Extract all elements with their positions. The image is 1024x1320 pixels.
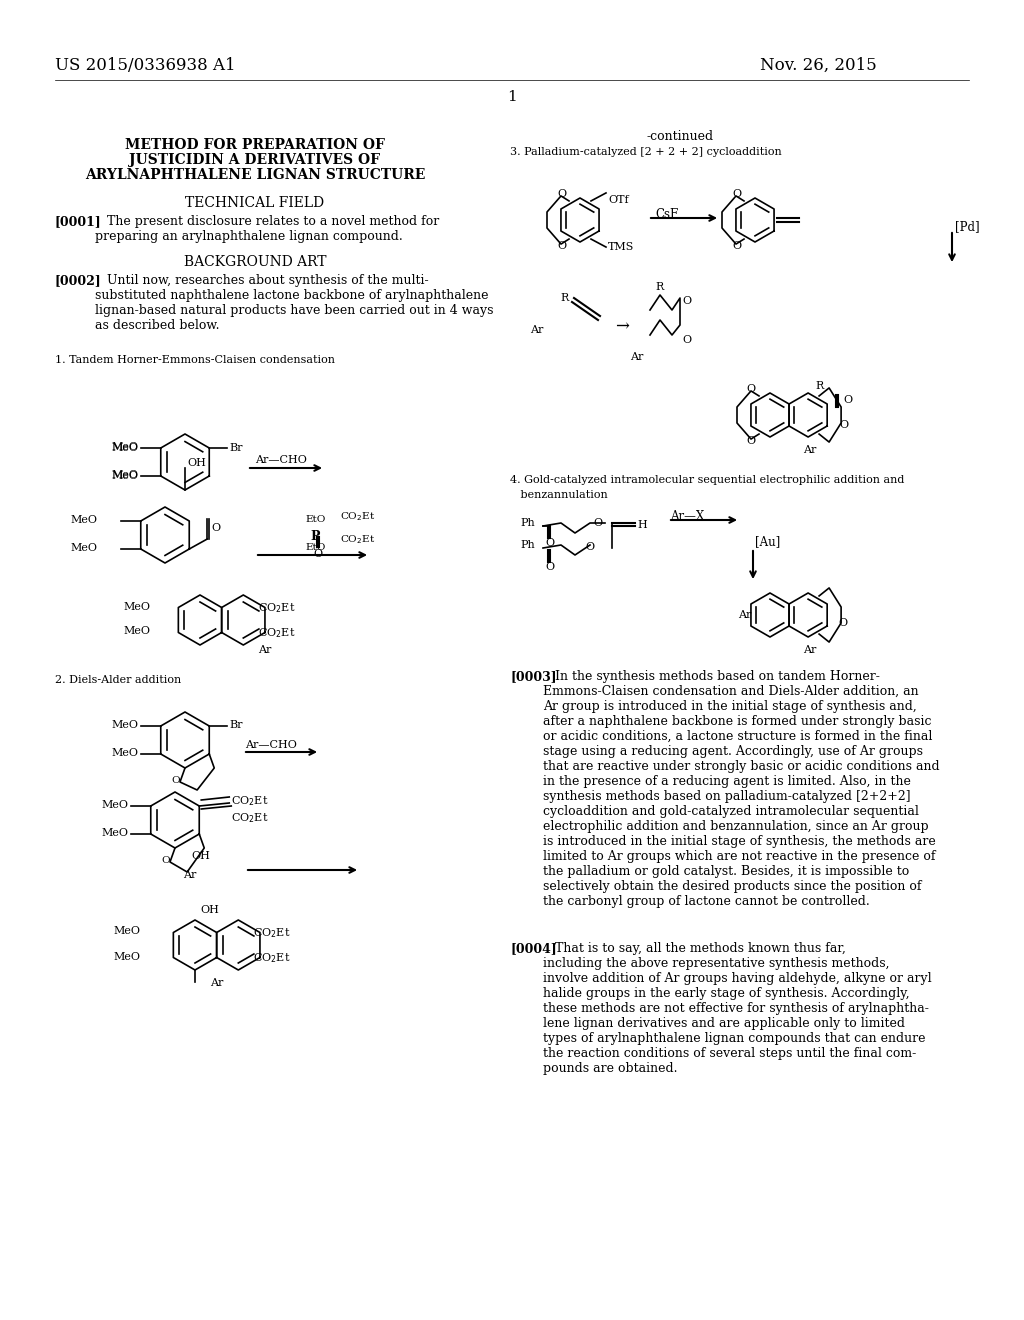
Text: CO$_2$Et: CO$_2$Et xyxy=(258,627,296,640)
Text: METHOD FOR PREPARATION OF: METHOD FOR PREPARATION OF xyxy=(125,139,385,152)
Text: TECHNICAL FIELD: TECHNICAL FIELD xyxy=(185,195,325,210)
Text: Br: Br xyxy=(229,444,243,453)
Text: Ar: Ar xyxy=(530,325,544,335)
Text: OH: OH xyxy=(200,906,219,915)
Text: 3. Palladium-catalyzed [2 + 2 + 2] cycloaddition: 3. Palladium-catalyzed [2 + 2 + 2] cyclo… xyxy=(510,147,781,157)
Text: EtO: EtO xyxy=(305,515,326,524)
Text: Ar: Ar xyxy=(738,610,752,620)
Text: O: O xyxy=(732,189,741,199)
Text: MeO: MeO xyxy=(112,470,138,480)
Text: BACKGROUND ART: BACKGROUND ART xyxy=(183,255,327,269)
Text: The present disclosure relates to a novel method for
preparing an arylnaphthalen: The present disclosure relates to a nove… xyxy=(95,215,439,243)
Text: CO$_2$Et: CO$_2$Et xyxy=(253,952,291,965)
Text: O: O xyxy=(313,549,323,558)
Text: MeO: MeO xyxy=(101,828,129,838)
Text: 4. Gold-catalyzed intramolecular sequential electrophilic addition and: 4. Gold-catalyzed intramolecular sequent… xyxy=(510,475,904,484)
Text: CO$_2$Et: CO$_2$Et xyxy=(231,795,268,808)
Text: O: O xyxy=(838,618,847,628)
Text: [Pd]: [Pd] xyxy=(955,220,980,234)
Text: MeO: MeO xyxy=(70,543,97,553)
Text: MeO: MeO xyxy=(112,748,138,758)
Text: In the synthesis methods based on tandem Horner-
Emmons-Claisen condensation and: In the synthesis methods based on tandem… xyxy=(543,671,940,908)
Text: P: P xyxy=(310,531,319,543)
Text: JUSTICIDIN A DERIVATIVES OF: JUSTICIDIN A DERIVATIVES OF xyxy=(129,153,381,168)
Text: MeO: MeO xyxy=(101,800,129,810)
Text: CO$_2$Et: CO$_2$Et xyxy=(340,510,375,523)
Text: Until now, researches about synthesis of the multi-
substituted naphthalene lact: Until now, researches about synthesis of… xyxy=(95,275,494,333)
Text: Nov. 26, 2015: Nov. 26, 2015 xyxy=(760,57,877,74)
Text: 1: 1 xyxy=(507,90,517,104)
Text: Ph: Ph xyxy=(520,540,535,550)
Text: MeO: MeO xyxy=(112,444,138,453)
Text: MeO: MeO xyxy=(112,719,138,730)
Text: That is to say, all the methods known thus far,
including the above representati: That is to say, all the methods known th… xyxy=(543,942,932,1074)
Text: Br: Br xyxy=(229,719,243,730)
Text: R: R xyxy=(560,293,568,304)
Text: MeO: MeO xyxy=(113,952,140,961)
Text: MeO: MeO xyxy=(70,515,97,525)
Text: OH: OH xyxy=(187,458,206,469)
Text: CO$_2$Et: CO$_2$Et xyxy=(340,533,375,545)
Text: MeO: MeO xyxy=(123,627,150,636)
Text: -continued: -continued xyxy=(646,129,714,143)
Text: 1. Tandem Horner-Emmons-Claisen condensation: 1. Tandem Horner-Emmons-Claisen condensa… xyxy=(55,355,335,366)
Text: O: O xyxy=(839,420,848,430)
Text: MeO: MeO xyxy=(112,442,138,451)
Text: →: → xyxy=(615,318,629,335)
Text: TMS: TMS xyxy=(608,242,635,252)
Text: MeO: MeO xyxy=(113,927,140,936)
Text: O: O xyxy=(545,562,554,572)
Text: Ar: Ar xyxy=(183,870,197,880)
Text: Ar: Ar xyxy=(803,645,816,655)
Text: O: O xyxy=(545,539,554,548)
Text: OH: OH xyxy=(191,851,211,861)
Text: Ar: Ar xyxy=(630,352,643,362)
Text: O: O xyxy=(557,189,566,199)
Text: MeO: MeO xyxy=(112,471,138,480)
Text: ARYLNAPHTHALENE LIGNAN STRUCTURE: ARYLNAPHTHALENE LIGNAN STRUCTURE xyxy=(85,168,425,182)
Text: O: O xyxy=(843,395,852,405)
Text: EtO: EtO xyxy=(305,543,326,552)
Text: [0001]: [0001] xyxy=(55,215,101,228)
Text: O: O xyxy=(746,436,755,446)
Text: O: O xyxy=(557,242,566,251)
Text: 2. Diels-Alder addition: 2. Diels-Alder addition xyxy=(55,675,181,685)
Text: O: O xyxy=(732,242,741,251)
Text: US 2015/0336938 A1: US 2015/0336938 A1 xyxy=(55,57,236,74)
Text: Ar—CHO: Ar—CHO xyxy=(255,455,307,465)
Text: O: O xyxy=(746,384,755,393)
Text: O: O xyxy=(211,523,220,533)
Text: [Au]: [Au] xyxy=(755,535,780,548)
Text: Ar: Ar xyxy=(803,445,816,455)
Text: Ar: Ar xyxy=(258,645,271,655)
Text: H: H xyxy=(637,520,647,531)
Text: Ar—CHO: Ar—CHO xyxy=(245,741,297,750)
Text: CsF: CsF xyxy=(655,209,678,220)
Text: O: O xyxy=(682,335,691,345)
Text: O: O xyxy=(593,517,602,528)
Text: O: O xyxy=(171,776,179,785)
Text: R: R xyxy=(815,381,823,391)
Text: CO$_2$Et: CO$_2$Et xyxy=(231,810,268,825)
Text: Ar: Ar xyxy=(210,978,223,987)
Text: O: O xyxy=(682,296,691,306)
Text: CO$_2$Et: CO$_2$Et xyxy=(253,927,291,940)
Text: OTf: OTf xyxy=(608,195,629,205)
Text: benzannulation: benzannulation xyxy=(510,490,608,500)
Text: MeO: MeO xyxy=(123,602,150,611)
Text: [0003]: [0003] xyxy=(510,671,557,682)
Text: R: R xyxy=(655,282,664,292)
Text: O: O xyxy=(585,543,594,552)
Text: [0004]: [0004] xyxy=(510,942,557,954)
Text: Ph: Ph xyxy=(520,517,535,528)
Text: [0002]: [0002] xyxy=(55,275,101,286)
Text: Ar—X: Ar—X xyxy=(670,510,705,523)
Text: CO$_2$Et: CO$_2$Et xyxy=(258,602,296,615)
Text: O: O xyxy=(161,855,170,865)
